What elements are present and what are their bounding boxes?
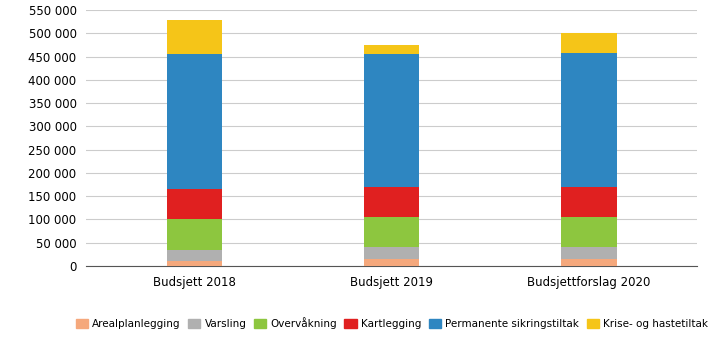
Bar [167,261,222,266]
Bar [167,250,222,261]
Bar [365,55,419,187]
Bar [562,247,617,259]
Bar [562,187,617,217]
Bar [167,220,222,250]
Bar [562,259,617,266]
Legend: Arealplanlegging, Varsling, Overvåkning, Kartlegging, Permanente sikringstiltak,: Arealplanlegging, Varsling, Overvåkning,… [75,317,708,329]
Bar [562,54,617,187]
Bar [365,187,419,217]
Bar [365,247,419,259]
Bar [167,55,222,189]
Bar [562,32,617,54]
Bar [167,19,222,55]
Bar [167,189,222,220]
Bar [365,45,419,55]
Bar [562,217,617,247]
Bar [365,259,419,266]
Bar [365,217,419,247]
